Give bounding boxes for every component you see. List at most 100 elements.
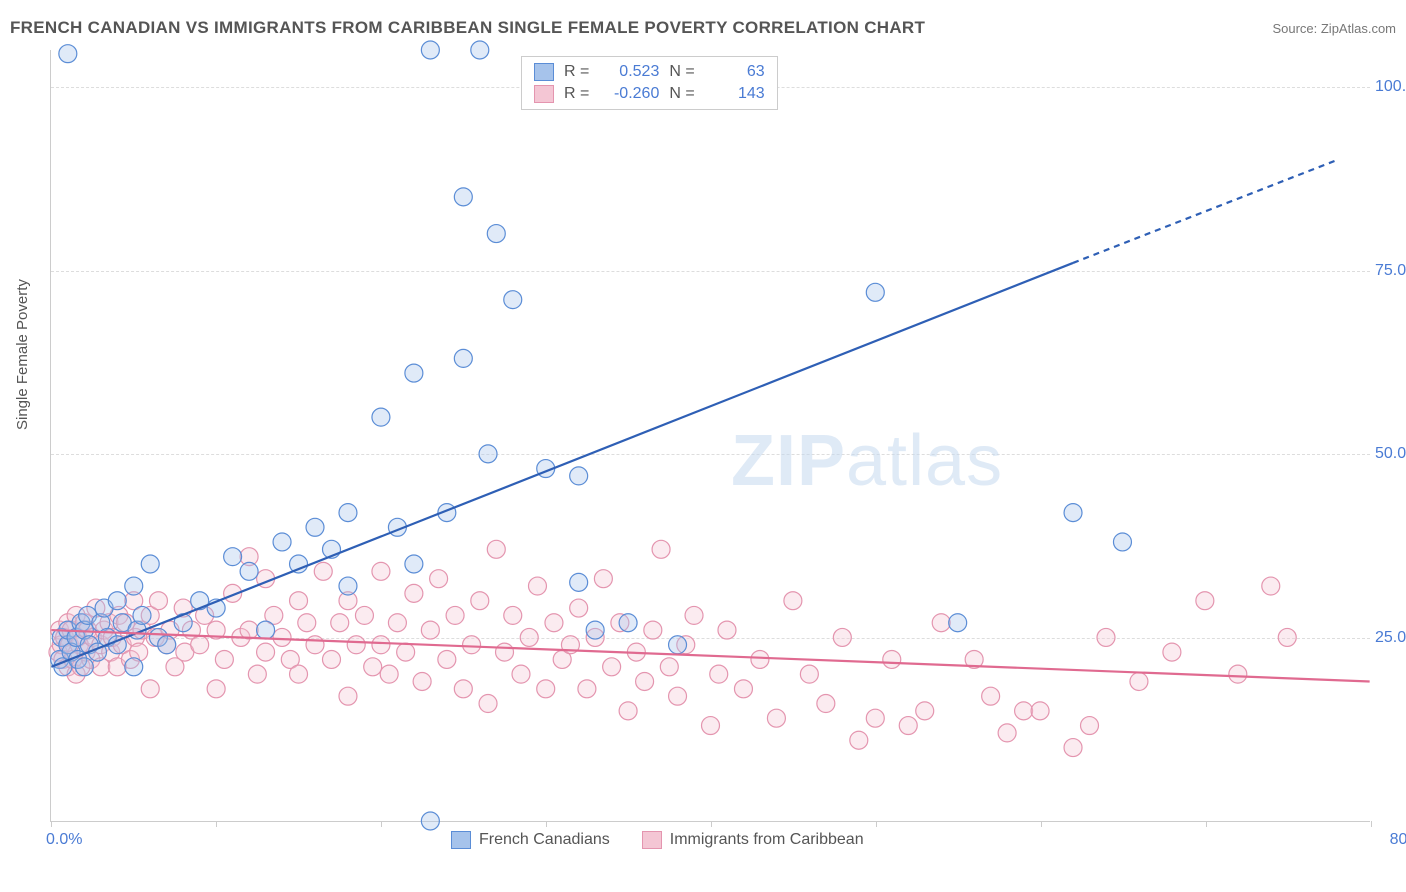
- data-point: [240, 562, 258, 580]
- data-point: [685, 606, 703, 624]
- y-tick-label: 50.0%: [1375, 445, 1406, 463]
- data-point: [306, 636, 324, 654]
- y-axis-label: Single Female Poverty: [14, 279, 31, 430]
- data-point: [207, 680, 225, 698]
- data-point: [767, 709, 785, 727]
- data-point: [397, 643, 415, 661]
- data-point: [430, 570, 448, 588]
- data-point: [454, 188, 472, 206]
- data-point: [1113, 533, 1131, 551]
- data-point: [191, 636, 209, 654]
- data-point: [817, 695, 835, 713]
- data-point: [1031, 702, 1049, 720]
- data-point: [496, 643, 514, 661]
- data-point: [141, 680, 159, 698]
- r-value-a: 0.523: [599, 61, 659, 83]
- data-point: [899, 717, 917, 735]
- y-tick-label: 75.0%: [1375, 262, 1406, 280]
- data-point: [652, 540, 670, 558]
- scatter-svg: [51, 50, 1370, 821]
- r-label: R =: [564, 61, 589, 83]
- data-point: [421, 41, 439, 59]
- data-point: [158, 636, 176, 654]
- series-a-label: French Canadians: [479, 831, 610, 849]
- data-point: [331, 614, 349, 632]
- data-point: [784, 592, 802, 610]
- data-point: [512, 665, 530, 683]
- data-point: [1015, 702, 1033, 720]
- data-point: [916, 702, 934, 720]
- data-point: [1196, 592, 1214, 610]
- data-point: [290, 665, 308, 683]
- data-point: [586, 621, 604, 639]
- data-point: [306, 518, 324, 536]
- data-point: [257, 621, 275, 639]
- data-point: [1097, 628, 1115, 646]
- data-point: [504, 291, 522, 309]
- data-point: [833, 628, 851, 646]
- data-point: [372, 562, 390, 580]
- data-point: [710, 665, 728, 683]
- stats-row-b: R = -0.260 N = 143: [534, 83, 765, 105]
- data-point: [215, 650, 233, 668]
- data-point: [866, 709, 884, 727]
- data-point: [224, 548, 242, 566]
- data-point: [734, 680, 752, 698]
- data-point: [545, 614, 563, 632]
- series-b-label: Immigrants from Caribbean: [670, 831, 864, 849]
- data-point: [240, 621, 258, 639]
- data-point: [528, 577, 546, 595]
- data-point: [75, 658, 93, 676]
- data-point: [421, 812, 439, 830]
- data-point: [479, 445, 497, 463]
- data-point: [866, 283, 884, 301]
- chart-plot-area: ZIPatlas 25.0%50.0%75.0%100.0% R = 0.523…: [50, 50, 1370, 822]
- data-point: [347, 636, 365, 654]
- data-point: [570, 573, 588, 591]
- data-point: [380, 665, 398, 683]
- data-point: [298, 614, 316, 632]
- data-point: [619, 702, 637, 720]
- data-point: [1229, 665, 1247, 683]
- r-label-b: R =: [564, 83, 589, 105]
- data-point: [636, 672, 654, 690]
- data-point: [487, 540, 505, 558]
- swatch-series-b-bottom: [642, 831, 662, 849]
- swatch-series-a: [534, 63, 554, 81]
- data-point: [290, 592, 308, 610]
- data-point: [141, 555, 159, 573]
- data-point: [471, 41, 489, 59]
- data-point: [454, 680, 472, 698]
- data-point: [570, 599, 588, 617]
- data-point: [463, 636, 481, 654]
- y-tick-label: 100.0%: [1375, 78, 1406, 96]
- data-point: [438, 650, 456, 668]
- data-point: [108, 592, 126, 610]
- chart-header: FRENCH CANADIAN VS IMMIGRANTS FROM CARIB…: [10, 18, 1396, 38]
- data-point: [149, 592, 167, 610]
- data-point: [570, 467, 588, 485]
- x-axis-start-label: 0.0%: [46, 831, 82, 849]
- data-point: [421, 621, 439, 639]
- data-point: [751, 650, 769, 668]
- data-point: [883, 650, 901, 668]
- data-point: [273, 628, 291, 646]
- data-point: [537, 680, 555, 698]
- series-legend: French Canadians Immigrants from Caribbe…: [451, 831, 864, 849]
- data-point: [603, 658, 621, 676]
- data-point: [949, 614, 967, 632]
- data-point: [405, 364, 423, 382]
- data-point: [388, 614, 406, 632]
- data-point: [413, 672, 431, 690]
- data-point: [520, 628, 538, 646]
- data-point: [339, 577, 357, 595]
- data-point: [1064, 739, 1082, 757]
- data-point: [323, 650, 341, 668]
- data-point: [125, 658, 143, 676]
- data-point: [487, 225, 505, 243]
- data-point: [314, 562, 332, 580]
- data-point: [471, 592, 489, 610]
- data-point: [248, 665, 266, 683]
- data-point: [1262, 577, 1280, 595]
- data-point: [594, 570, 612, 588]
